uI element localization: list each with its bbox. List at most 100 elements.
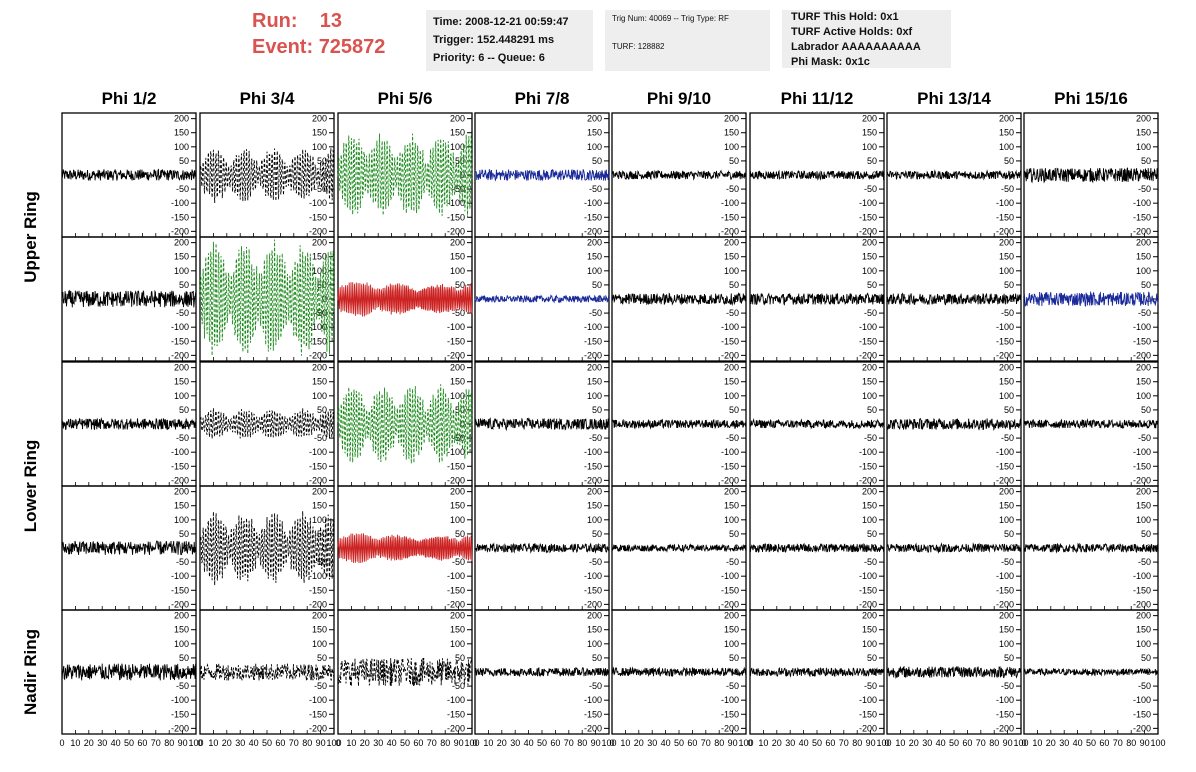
waveform-trace [61, 289, 197, 308]
x-tick-label: 90 [728, 738, 738, 748]
x-tick-label: 0 [335, 738, 340, 748]
x-tick-label: 40 [936, 738, 946, 748]
y-tick-label: 150 [999, 128, 1014, 138]
y-tick-label: 150 [999, 625, 1014, 635]
x-tick-label: 90 [1003, 738, 1013, 748]
x-tick-label: 100 [738, 738, 753, 748]
y-tick-label: -200 [721, 350, 739, 360]
x-tick-label: 80 [1126, 738, 1136, 748]
y-tick-label: -100 [584, 571, 602, 581]
y-tick-label: -50 [1138, 184, 1151, 194]
y-tick-label: -50 [1001, 557, 1014, 567]
y-tick-label: 50 [729, 156, 739, 166]
y-tick-label: -50 [1001, 308, 1014, 318]
y-tick-label: -100 [859, 695, 877, 705]
run-event-box: Run: 13 Event: 725872 [252, 8, 385, 60]
x-tick-label: 10 [895, 738, 905, 748]
turf-hold-line: TURF This Hold: 0x1 [791, 11, 899, 23]
y-tick-label: 150 [862, 252, 877, 262]
x-tick-label: 20 [222, 738, 232, 748]
y-tick-label: -100 [721, 322, 739, 332]
y-tick-label: -50 [176, 681, 189, 691]
y-tick-label: -150 [721, 709, 739, 719]
x-tick-label: 50 [537, 738, 547, 748]
x-tick-label: 90 [178, 738, 188, 748]
y-tick-label: -100 [584, 695, 602, 705]
waveform-trace [611, 666, 747, 677]
y-tick-label: 50 [1141, 405, 1151, 415]
y-tick-label: -50 [452, 681, 465, 691]
y-tick-label: 50 [592, 653, 602, 663]
x-tick-label: 80 [164, 738, 174, 748]
waveform-trace [749, 667, 885, 678]
y-tick-label: -50 [452, 433, 465, 443]
x-tick-label: 0 [747, 738, 752, 748]
x-tick-label: 40 [111, 738, 121, 748]
waveform-trace [886, 169, 1022, 181]
x-tick-label: 80 [714, 738, 724, 748]
column-header-8: Phi 15/16 [1054, 89, 1128, 108]
x-tick-label: 90 [454, 738, 464, 748]
x-tick-label: 0 [197, 738, 202, 748]
y-tick-label: -200 [1133, 226, 1151, 236]
waveform-trace [886, 418, 1022, 431]
x-tick-label: 60 [137, 738, 147, 748]
y-tick-label: 150 [724, 377, 739, 387]
y-tick-label: 100 [450, 515, 465, 525]
y-tick-label: -150 [309, 212, 327, 222]
y-tick-label: 100 [450, 266, 465, 276]
y-tick-label: 150 [312, 625, 327, 635]
y-tick-label: 50 [729, 280, 739, 290]
y-tick-label: 100 [724, 142, 739, 152]
y-tick-label: 50 [1004, 529, 1014, 539]
x-tick-label: 100 [464, 738, 479, 748]
y-tick-label: 150 [1136, 252, 1151, 262]
y-tick-label: -200 [859, 475, 877, 485]
waveform-trace [1023, 167, 1159, 184]
y-tick-label: 50 [1141, 529, 1151, 539]
y-tick-label: -100 [721, 447, 739, 457]
y-tick-label: -100 [859, 198, 877, 208]
y-tick-label: 200 [862, 238, 877, 248]
y-tick-label: 100 [862, 391, 877, 401]
y-tick-label: -150 [721, 336, 739, 346]
y-tick-label: -150 [1133, 336, 1151, 346]
y-tick-label: -50 [314, 681, 327, 691]
waveform-trace [61, 417, 197, 431]
y-tick-label: -100 [171, 322, 189, 332]
y-tick-label: 150 [1136, 501, 1151, 511]
y-tick-label: -50 [452, 308, 465, 318]
x-tick-label: 40 [799, 738, 809, 748]
x-tick-label: 70 [1113, 738, 1123, 748]
y-tick-label: -100 [1133, 571, 1151, 581]
y-tick-label: 150 [174, 377, 189, 387]
y-tick-label: 150 [724, 128, 739, 138]
y-tick-label: 200 [724, 238, 739, 248]
y-tick-label: 150 [724, 625, 739, 635]
y-tick-label: 50 [455, 405, 465, 415]
y-tick-label: -200 [171, 226, 189, 236]
y-tick-label: -200 [721, 599, 739, 609]
y-tick-label: 200 [587, 114, 602, 124]
y-tick-label: -200 [309, 226, 327, 236]
y-tick-label: 150 [862, 377, 877, 387]
y-tick-label: -150 [447, 212, 465, 222]
y-tick-label: 100 [724, 639, 739, 649]
y-tick-label: 50 [867, 529, 877, 539]
y-tick-label: 150 [999, 377, 1014, 387]
y-tick-label: 150 [174, 625, 189, 635]
y-tick-label: -50 [1138, 681, 1151, 691]
ring-label-1: Upper Ring [21, 191, 40, 283]
x-tick-label: 90 [316, 738, 326, 748]
y-tick-label: 50 [1141, 280, 1151, 290]
x-tick-label: 0 [472, 738, 477, 748]
y-tick-label: 50 [867, 280, 877, 290]
y-tick-label: 50 [455, 156, 465, 166]
x-tick-label: 80 [989, 738, 999, 748]
